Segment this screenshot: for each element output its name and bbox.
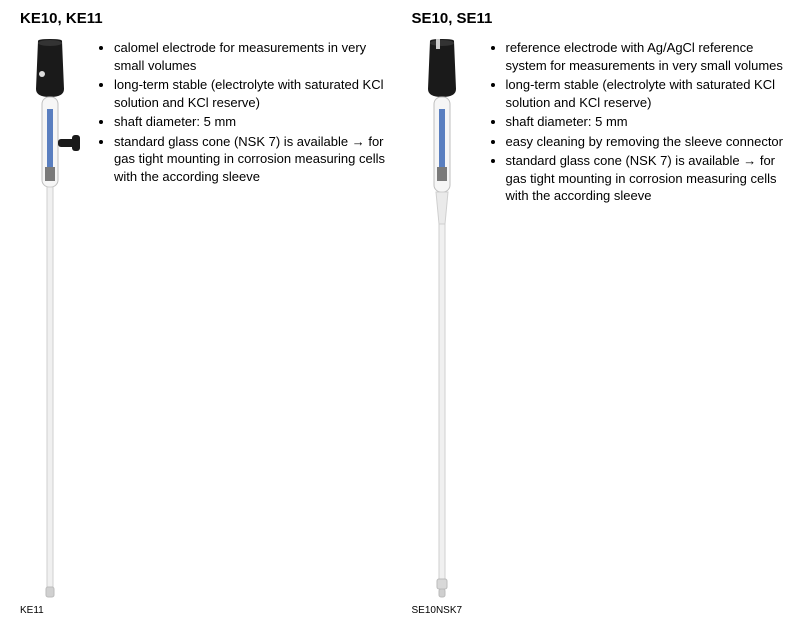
bullet-item: shaft diameter: 5 mm <box>114 113 392 131</box>
bullet-item: long-term stable (electrolyte with satur… <box>114 76 392 111</box>
ke11-electrode-image <box>20 39 80 599</box>
right-column: SE10, SE11 <box>412 10 784 616</box>
right-image-column: SE10NSK7 <box>412 39 472 616</box>
bullet-item: shaft diameter: 5 mm <box>506 113 784 131</box>
right-bullets: reference electrode with Ag/AgCl referen… <box>490 39 784 207</box>
bullet-item: standard glass cone (NSK 7) is available… <box>506 152 784 205</box>
bullet-item: reference electrode with Ag/AgCl referen… <box>506 39 784 74</box>
left-bullets: calomel electrode for measurements in ve… <box>98 39 392 187</box>
bullet-item: calomel electrode for measurements in ve… <box>114 39 392 74</box>
left-column: KE10, KE11 <box>20 10 392 616</box>
left-product-row: KE11 calomel electrode for measurements … <box>20 39 392 616</box>
bullet-item: easy cleaning by removing the sleeve con… <box>506 133 784 151</box>
left-image-caption: KE11 <box>20 605 44 616</box>
right-heading: SE10, SE11 <box>412 10 784 27</box>
se10nsk7-electrode-image <box>412 39 472 599</box>
left-image-column: KE11 <box>20 39 80 616</box>
bullet-item: standard glass cone (NSK 7) is available… <box>114 133 392 186</box>
bullet-item: long-term stable (electrolyte with satur… <box>506 76 784 111</box>
left-heading: KE10, KE11 <box>20 10 392 27</box>
right-image-caption: SE10NSK7 <box>412 605 463 616</box>
right-product-row: SE10NSK7 reference electrode with Ag/AgC… <box>412 39 784 616</box>
product-columns: KE10, KE11 <box>20 10 783 616</box>
